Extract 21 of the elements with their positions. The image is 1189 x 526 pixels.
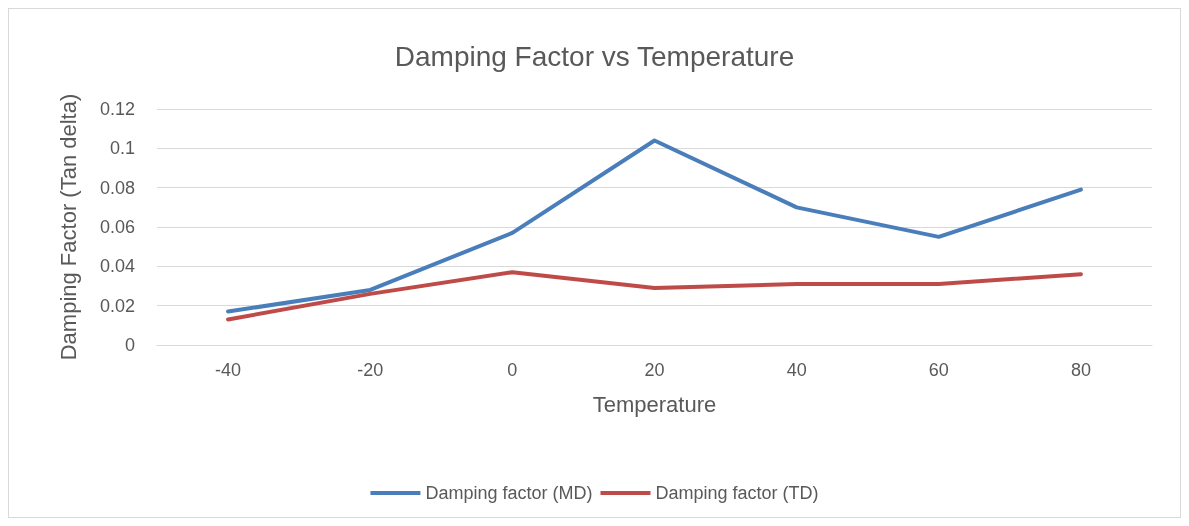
x-tick-label: 40 [786, 360, 807, 380]
y-tick-label: 0.04 [99, 256, 135, 277]
line-series [226, 270, 1083, 322]
y-tick-label: 0.06 [99, 217, 135, 237]
y-tick-label: 0.1 [109, 138, 135, 159]
y-axis-title: Damping Factor (Tan delta) [55, 93, 81, 361]
x-axis-title: Temperature [592, 391, 717, 417]
x-tick-label: 0 [507, 360, 518, 380]
y-tick-label: 0.12 [99, 99, 135, 119]
x-tick-label: 60 [928, 360, 949, 380]
x-tick-label: 80 [1070, 360, 1091, 380]
legend-label: Damping factor (MD) [425, 483, 593, 503]
y-tick-label: 0.08 [99, 177, 135, 198]
chart-title: Damping Factor vs Temperature [394, 40, 795, 72]
y-tick-label: 0.02 [99, 295, 135, 316]
line-series [226, 138, 1083, 314]
x-tick-label: -20 [357, 360, 384, 380]
x-tick-label: 20 [644, 360, 665, 380]
legend-label: Damping factor (TD) [655, 483, 819, 503]
y-tick-label: 0 [124, 335, 135, 355]
x-tick-label: -40 [215, 360, 242, 380]
